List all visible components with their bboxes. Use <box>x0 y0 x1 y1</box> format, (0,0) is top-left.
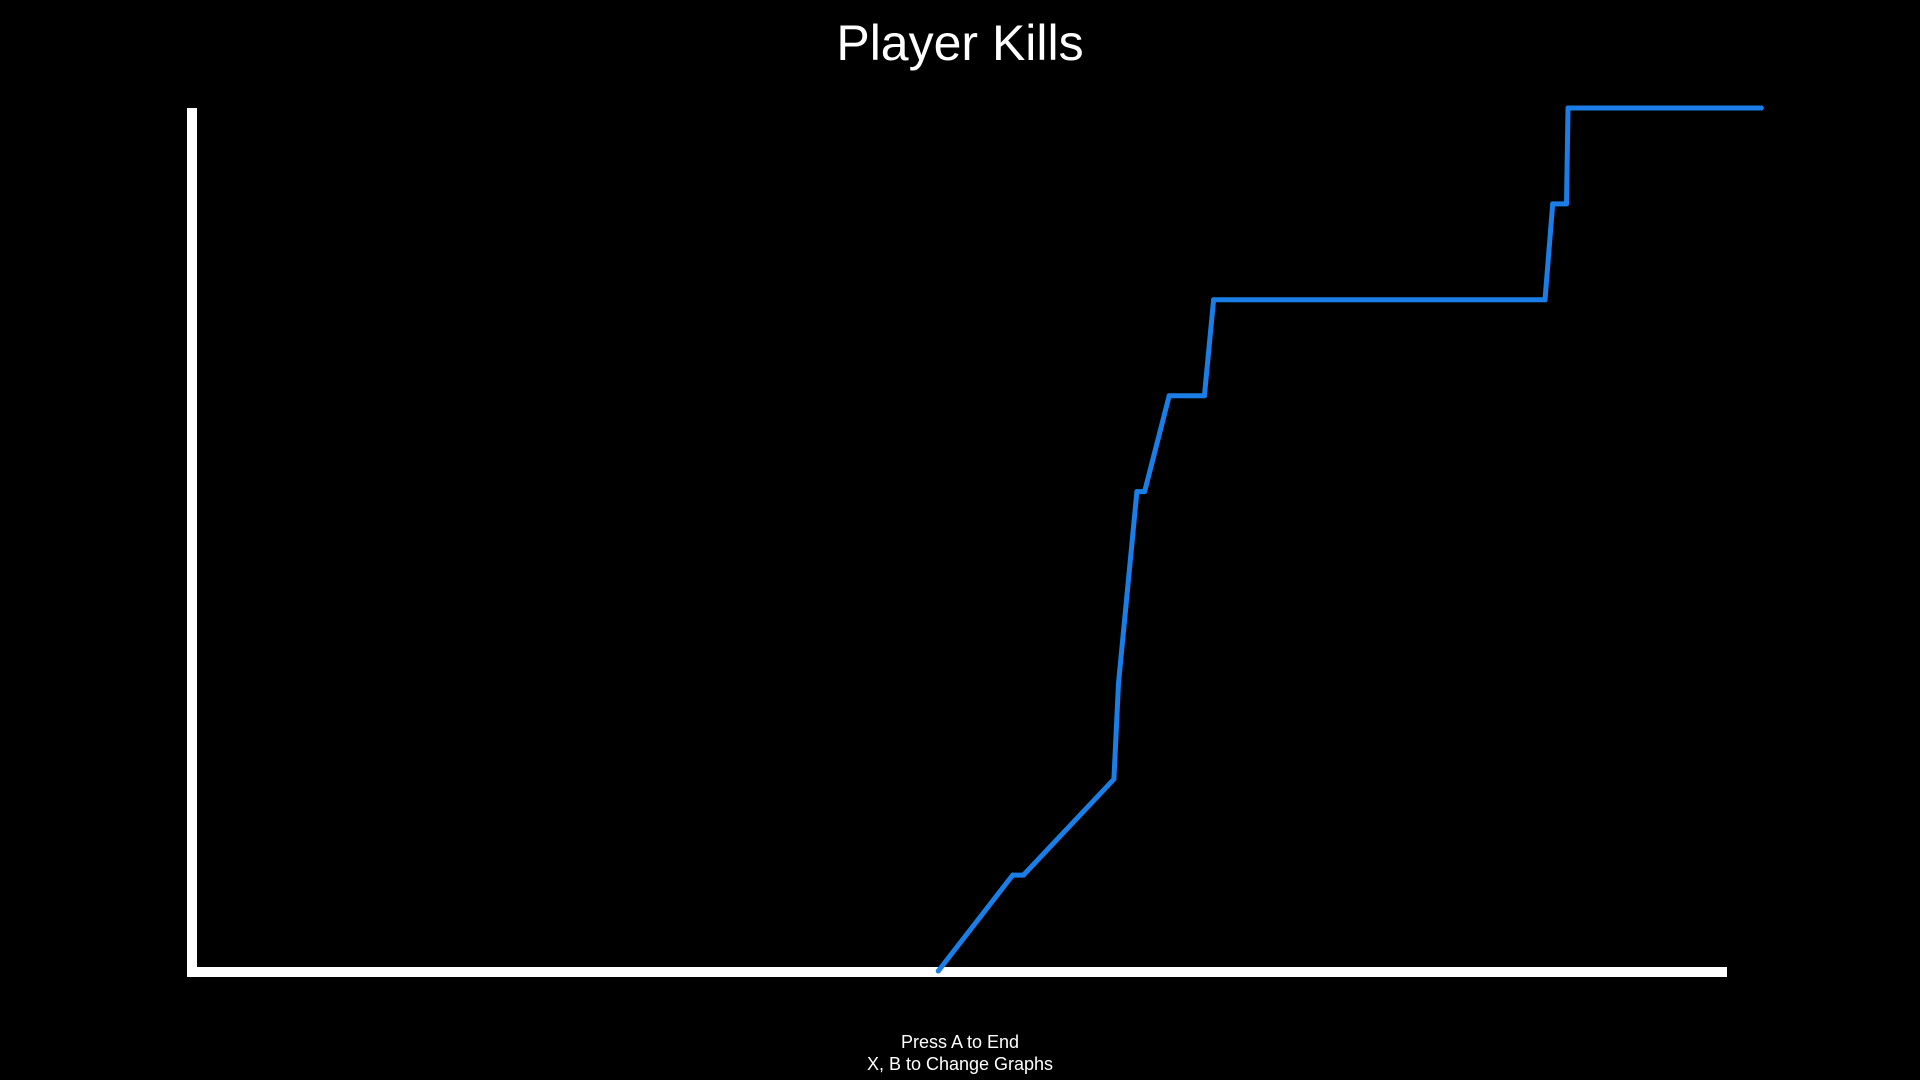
chart-series-group <box>935 105 1764 974</box>
data-point <box>1542 297 1548 303</box>
data-point <box>1111 776 1117 782</box>
change-graphs-hint: X, B to Change Graphs <box>866 1054 1054 1074</box>
chart-axes <box>187 108 1727 977</box>
series-line-0 <box>935 105 1764 974</box>
data-point <box>1142 489 1148 495</box>
data-point <box>1565 105 1571 111</box>
data-point <box>1550 201 1556 207</box>
data-point <box>1201 393 1207 399</box>
end-hint: Press A to End <box>900 1032 1020 1052</box>
controls-hint: Press A to End X, B to Change Graphs <box>0 1031 1920 1075</box>
data-point <box>1564 201 1569 207</box>
data-point <box>1758 105 1764 111</box>
data-point <box>1010 872 1016 878</box>
data-point <box>1211 297 1217 303</box>
data-point <box>1116 680 1121 686</box>
data-point <box>1166 393 1172 399</box>
chart-title: Player Kills <box>836 15 1084 71</box>
data-point <box>1134 489 1140 495</box>
data-point <box>935 968 941 974</box>
data-point <box>1020 872 1026 878</box>
